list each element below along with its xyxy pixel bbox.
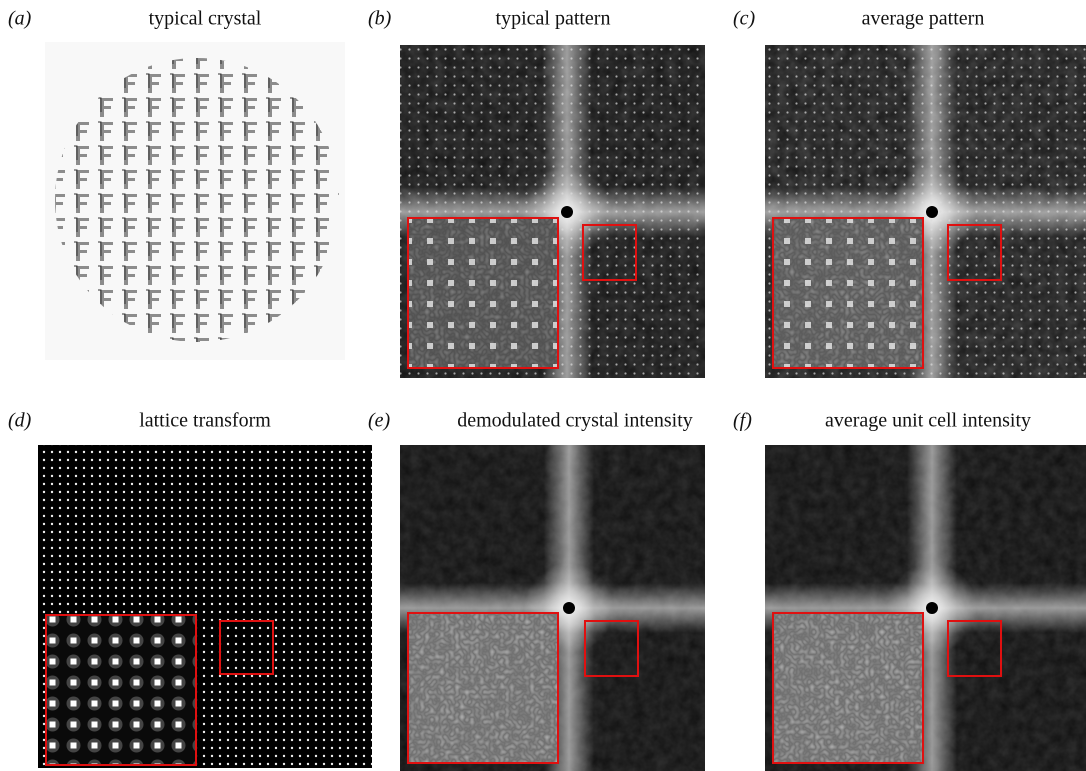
figure: (a) typical crystal (b) typical pattern (c) a…	[0, 0, 1086, 771]
panel-label: (b)	[368, 8, 392, 30]
panel-label: (a)	[8, 8, 32, 30]
panel-label: (f)	[733, 410, 752, 432]
panel-title: typical pattern	[496, 8, 611, 30]
panel-title: average pattern	[862, 8, 985, 30]
inset-texture	[408, 613, 558, 763]
panel-label: (d)	[8, 410, 32, 432]
panel-title: demodulated crystal intensity	[457, 410, 693, 432]
panel-label: (c)	[733, 8, 756, 30]
inset-peaks	[408, 218, 558, 368]
beam-stop	[926, 602, 938, 614]
inset-peaks	[773, 218, 923, 368]
inset-texture	[773, 613, 923, 763]
panel-title: average unit cell intensity	[825, 410, 1031, 432]
beam-stop	[926, 206, 938, 218]
panel-title: typical crystal	[149, 8, 262, 30]
panel-title: lattice transform	[139, 410, 271, 432]
beam-stop	[563, 602, 575, 614]
inset-image	[46, 615, 196, 765]
beam-stop	[561, 206, 573, 218]
panel-label: (e)	[368, 410, 391, 432]
